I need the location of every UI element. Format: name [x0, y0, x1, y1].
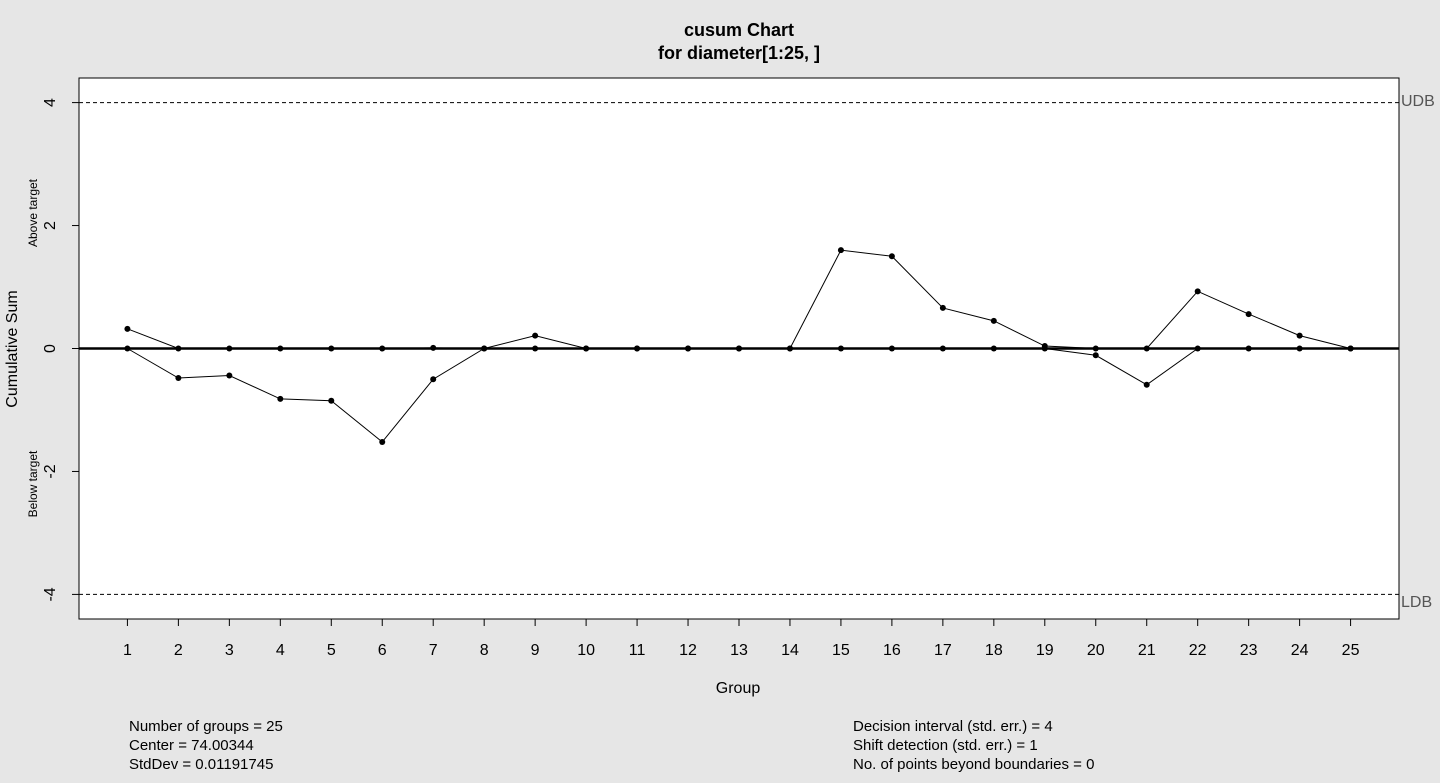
- series-1-point-5: [328, 345, 335, 352]
- series-2-point-22: [1194, 345, 1201, 352]
- x-tick-label-9: 9: [531, 642, 540, 659]
- series-2-point-4: [277, 395, 284, 402]
- series-1-point-9: [532, 332, 539, 339]
- series-2-point-2: [175, 375, 182, 382]
- stats-right: Decision interval (std. err.) = 4 Shift …: [853, 717, 1094, 774]
- chart-title: cusum Chart: [684, 20, 794, 40]
- x-axis-label: Group: [716, 680, 761, 697]
- series-1-point-22: [1194, 288, 1201, 295]
- series-2-point-21: [1143, 381, 1150, 388]
- series-2-point-9: [532, 345, 539, 352]
- series-2-point-24: [1296, 345, 1303, 352]
- y-tick-label-2: 2: [42, 221, 59, 230]
- series-2-point-20: [1092, 352, 1099, 359]
- series-1-point-6: [379, 345, 386, 352]
- stat-decision-interval: Decision interval (std. err.) = 4: [853, 718, 1053, 735]
- x-tick-label-14: 14: [781, 642, 799, 659]
- series-1-point-2: [175, 345, 182, 352]
- x-tick-label-24: 24: [1291, 642, 1309, 659]
- ldb-label: LDB: [1401, 594, 1432, 611]
- series-2-point-14: [786, 345, 793, 352]
- chart-subtitle: for diameter[1:25, ]: [658, 43, 820, 63]
- series-2-point-5: [328, 397, 335, 404]
- x-tick-label-7: 7: [429, 642, 438, 659]
- x-tick-label-3: 3: [225, 642, 234, 659]
- series-2-point-10: [583, 345, 590, 352]
- below-target-label: Below target: [26, 450, 40, 517]
- series-2-point-18: [990, 345, 997, 352]
- series-1-point-15: [837, 247, 844, 254]
- y-tick-label--4: -4: [42, 587, 59, 601]
- series-1-point-16: [888, 253, 895, 260]
- x-tick-label-23: 23: [1240, 642, 1258, 659]
- series-2-point-25: [1347, 345, 1354, 352]
- x-tick-label-22: 22: [1189, 642, 1207, 659]
- series-2-point-17: [939, 345, 946, 352]
- series-1-point-20: [1092, 345, 1099, 352]
- x-tick-label-15: 15: [832, 642, 850, 659]
- series-2-point-19: [1041, 345, 1048, 352]
- stats-left: Number of groups = 25 Center = 74.00344 …: [129, 717, 283, 774]
- x-tick-label-5: 5: [327, 642, 336, 659]
- series-2-point-13: [736, 345, 742, 352]
- y-tick-label--2: -2: [42, 464, 59, 478]
- x-tick-label-1: 1: [123, 642, 132, 659]
- stat-center: Center = 74.00344: [129, 737, 254, 754]
- x-tick-label-25: 25: [1342, 642, 1360, 659]
- series-2-point-3: [226, 372, 233, 379]
- stat-points-beyond: No. of points beyond boundaries = 0: [853, 756, 1095, 773]
- x-tick-label-21: 21: [1138, 642, 1156, 659]
- y-tick-label-0: 0: [42, 344, 59, 353]
- series-2-point-11: [634, 345, 641, 352]
- series-1-point-17: [939, 304, 946, 311]
- x-tick-label-2: 2: [174, 642, 183, 659]
- above-target-label: Above target: [26, 178, 40, 247]
- x-tick-label-4: 4: [276, 642, 285, 659]
- x-tick-label-17: 17: [934, 642, 952, 659]
- series-2-point-23: [1245, 345, 1252, 352]
- y-axis-label: Cumulative Sum: [4, 290, 21, 407]
- series-2-point-6: [379, 438, 386, 445]
- series-1-point-7: [430, 344, 437, 351]
- series-1-point-21: [1143, 345, 1150, 352]
- udb-label: UDB: [1401, 93, 1435, 110]
- series-2-point-16: [888, 345, 895, 352]
- series-1-point-3: [226, 345, 233, 352]
- x-tick-label-16: 16: [883, 642, 901, 659]
- x-tick-label-12: 12: [679, 642, 697, 659]
- y-tick-label-4: 4: [42, 98, 59, 107]
- series-2-point-7: [430, 376, 437, 383]
- series-2-point-15: [837, 345, 844, 352]
- x-tick-label-8: 8: [480, 642, 489, 659]
- series-2-point-1: [124, 345, 131, 352]
- series-1-point-23: [1245, 311, 1252, 318]
- stat-number-of-groups: Number of groups = 25: [129, 718, 283, 735]
- series-1-point-4: [277, 345, 284, 352]
- series-1-point-1: [124, 325, 131, 332]
- stat-stddev: StdDev = 0.01191745: [129, 756, 274, 773]
- x-tick-label-13: 13: [730, 642, 748, 659]
- x-tick-label-18: 18: [985, 642, 1003, 659]
- x-tick-label-20: 20: [1087, 642, 1105, 659]
- series-1-point-18: [990, 317, 997, 324]
- x-tick-label-19: 19: [1036, 642, 1054, 659]
- x-tick-label-11: 11: [629, 642, 646, 659]
- series-2-point-12: [685, 345, 692, 352]
- series-2-point-8: [481, 345, 488, 352]
- stat-shift-detection: Shift detection (std. err.) = 1: [853, 737, 1038, 754]
- x-tick-label-10: 10: [577, 642, 595, 659]
- x-tick-label-6: 6: [378, 642, 387, 659]
- series-1-point-24: [1296, 332, 1303, 339]
